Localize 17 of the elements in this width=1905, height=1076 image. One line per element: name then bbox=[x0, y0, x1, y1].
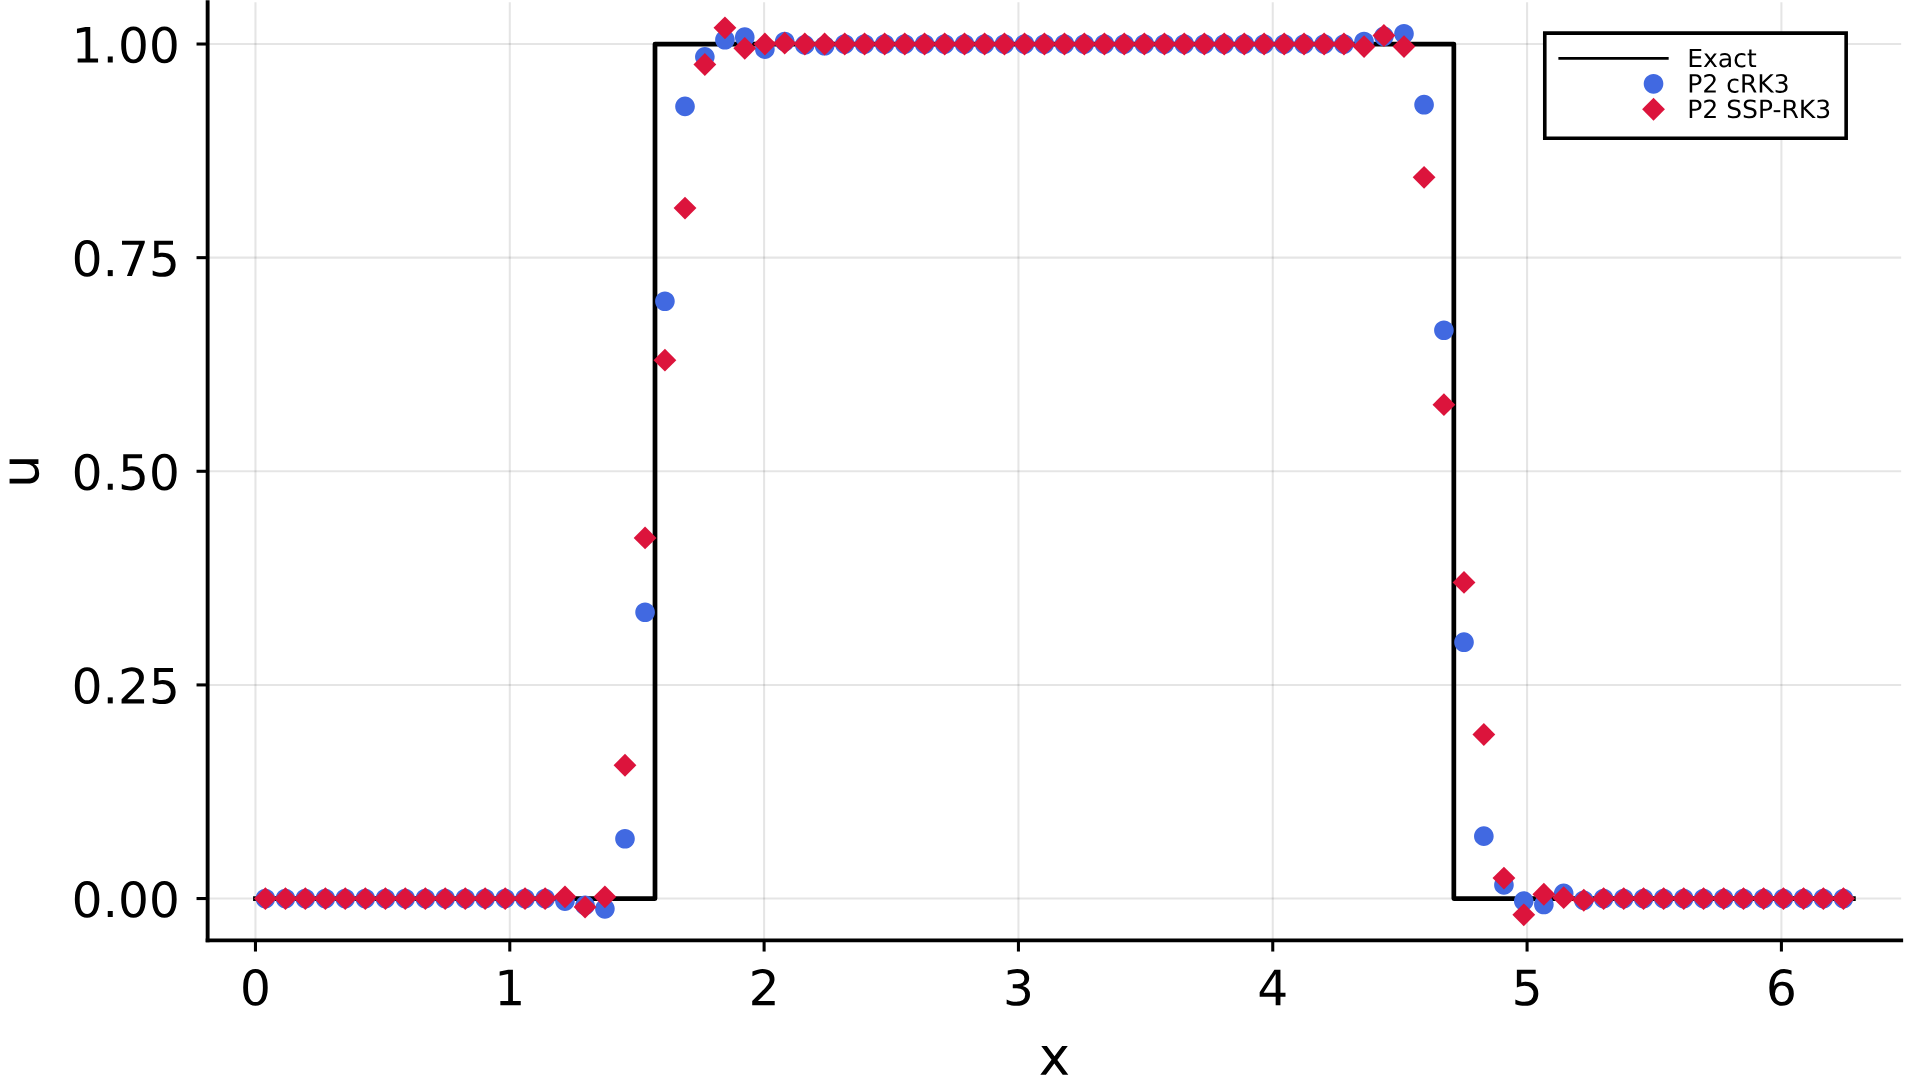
y-tick-label: 0.50 bbox=[74, 453, 177, 491]
y-tick-label: 0.00 bbox=[74, 880, 177, 918]
legend-label: Exact bbox=[1689, 48, 1757, 68]
x-tick-label: 1 bbox=[499, 969, 521, 1006]
legend-label: P2 cRK3 bbox=[1689, 74, 1788, 93]
x-axis-title: x bbox=[1040, 1045, 1069, 1075]
x-tick-label: 4 bbox=[1259, 969, 1286, 1006]
x-tick-label: 2 bbox=[752, 969, 775, 1006]
x-tick-label: 3 bbox=[1006, 969, 1030, 1006]
y-axis-title: u bbox=[8, 459, 40, 484]
y-tick-label: 0.75 bbox=[74, 240, 176, 277]
x-tick-label: 0 bbox=[243, 969, 268, 1006]
x-tick-label: 5 bbox=[1515, 969, 1539, 1006]
y-tick-label: 1.00 bbox=[76, 26, 177, 64]
legend-label: P2 SSP-RK3 bbox=[1689, 99, 1830, 119]
y-tick-label: 0.25 bbox=[74, 667, 176, 705]
x-tick-label: 6 bbox=[1769, 969, 1794, 1006]
